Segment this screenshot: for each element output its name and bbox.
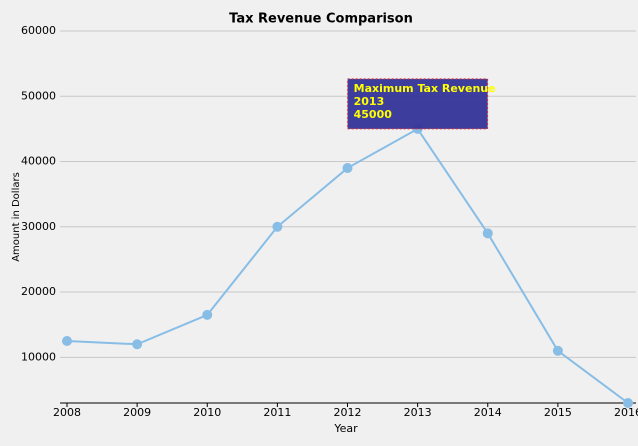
- annotation-text: 2013: [354, 95, 385, 108]
- x-axis-label: Year: [333, 422, 358, 435]
- point: [342, 163, 353, 174]
- annotation-text: Maximum Tax Revenue: [354, 82, 496, 95]
- y-axis-label: Amount in Dollars: [11, 172, 22, 262]
- point: [272, 221, 283, 232]
- point: [62, 336, 72, 346]
- point: [623, 398, 633, 408]
- point: [482, 228, 493, 239]
- point: [202, 309, 213, 320]
- point: [552, 345, 563, 356]
- x-tick-label: 2010: [193, 406, 221, 419]
- y-tick-label: 50000: [21, 89, 56, 102]
- annotation-box: [347, 78, 489, 130]
- y-tick-label: 40000: [21, 155, 56, 168]
- x-tick-label: 2013: [404, 406, 432, 419]
- y-tick-label: 20000: [21, 285, 56, 298]
- point: [132, 339, 143, 350]
- annotation-text: 45000: [354, 108, 393, 121]
- x-tick-label: 2011: [263, 406, 291, 419]
- x-tick-label: 2016: [614, 406, 638, 419]
- y-tick-label: 10000: [21, 350, 56, 363]
- x-tick-label: 2009: [123, 406, 151, 419]
- y-tick-label: 60000: [21, 24, 56, 37]
- chart-title: Tax Revenue Comparison: [229, 12, 413, 27]
- x-tick-label: 2015: [544, 406, 572, 419]
- x-tick-label: 2014: [474, 406, 502, 419]
- x-tick-label: 2008: [53, 406, 81, 419]
- y-tick-label: 30000: [21, 220, 56, 233]
- x-tick-label: 2012: [334, 406, 362, 419]
